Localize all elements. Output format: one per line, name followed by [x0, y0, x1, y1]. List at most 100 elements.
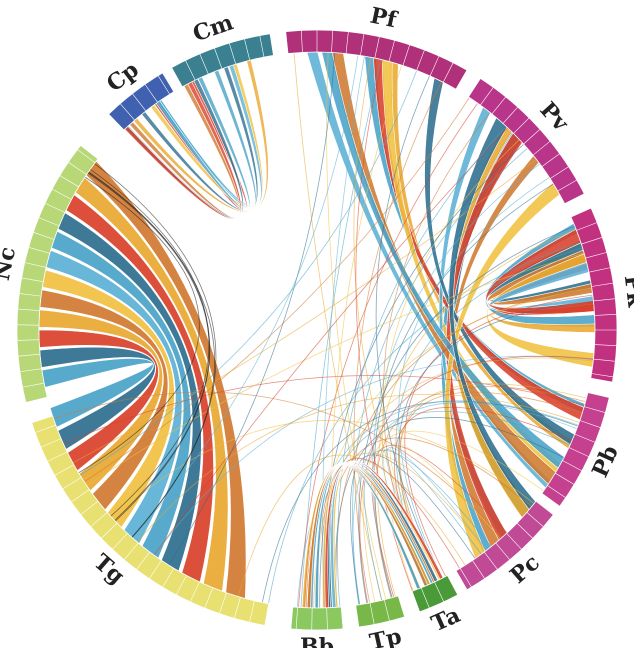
segment-tick	[491, 96, 507, 115]
segment-tick	[576, 222, 598, 231]
segment-arc-tg	[31, 415, 270, 626]
segment-tick	[594, 313, 617, 316]
segment-tick	[570, 207, 592, 218]
segment-arc-pk	[570, 207, 618, 383]
segment-tick	[416, 49, 425, 71]
segment-tick	[51, 188, 72, 200]
segment-tick	[434, 581, 445, 603]
segment-tick	[22, 382, 45, 388]
segment-tick	[17, 308, 40, 311]
segment-tick	[285, 31, 289, 54]
segment-tick	[420, 587, 430, 609]
segment-tick	[62, 477, 82, 490]
chord-thread	[136, 393, 580, 543]
segment-tick	[54, 464, 75, 476]
segment-tick	[588, 267, 611, 273]
segment-tick	[162, 568, 175, 588]
chord-thread	[83, 97, 470, 483]
chord-thread	[398, 177, 550, 579]
segment-tick	[355, 605, 360, 628]
segment-tick	[44, 202, 66, 213]
segment-tick	[185, 60, 196, 81]
segment-tick	[579, 420, 601, 428]
segment-tick	[584, 406, 606, 413]
segment-tick	[506, 533, 522, 550]
segment-tick	[68, 161, 87, 175]
segment-label-tp: Tp	[367, 623, 404, 648]
segment-tick	[108, 113, 125, 131]
segment-tick	[360, 33, 365, 56]
segment-tick	[264, 603, 270, 626]
segment-arc-pb	[541, 392, 610, 507]
segment-label-ta: Ta	[428, 602, 465, 637]
chord-thread	[362, 430, 544, 603]
segment-tick	[189, 581, 200, 603]
segment-tick	[249, 600, 255, 623]
chord-thread	[381, 139, 520, 591]
segment-arcs	[16, 29, 618, 631]
segment-tick	[345, 31, 349, 54]
segment-tick	[459, 568, 472, 588]
segment-tick	[214, 47, 223, 69]
chord-thread	[358, 225, 576, 604]
segment-tick	[513, 117, 530, 134]
segment-tick	[402, 44, 410, 66]
chord-thread	[79, 70, 418, 476]
chord-thread	[261, 400, 578, 603]
segment-tick	[33, 232, 55, 240]
chord-thread	[375, 75, 442, 579]
segment-tick	[300, 30, 303, 53]
segment-tick	[564, 193, 585, 205]
segment-tick	[40, 438, 62, 448]
chord-thread	[132, 54, 359, 539]
segment-tick	[123, 542, 139, 561]
chord-thread-dark	[78, 176, 200, 474]
segment-tick	[374, 36, 380, 59]
segment-tick	[136, 551, 150, 570]
chord-thread	[372, 163, 541, 599]
segment-tick	[523, 129, 541, 145]
segment-tick	[38, 217, 60, 227]
segment-tick	[21, 277, 44, 283]
chord-thread	[168, 52, 336, 566]
segment-tick	[397, 595, 405, 617]
chord-thread	[376, 229, 577, 597]
segment-arc-ta	[411, 574, 459, 613]
segment-tick	[119, 103, 135, 121]
segment-tick	[532, 140, 551, 156]
chord-ribbons	[38, 51, 596, 609]
chord-thread	[399, 391, 583, 581]
segment-tick	[59, 175, 79, 188]
segment-tick	[112, 533, 128, 550]
segment-tick	[383, 599, 390, 622]
segment-tick	[468, 78, 481, 98]
chord-ribbon-nc-tg	[38, 309, 163, 492]
segment-tick	[591, 373, 614, 378]
segment-label-pk: Pk	[619, 274, 634, 309]
chord-thread	[337, 126, 507, 608]
segment-tick	[132, 93, 147, 112]
segment-tick	[199, 53, 209, 75]
segment-tick	[526, 512, 544, 528]
chord-thread	[86, 252, 585, 487]
segment-label-cm: Cm	[190, 9, 237, 47]
chord-thread-dark	[87, 172, 210, 521]
segment-tick	[480, 87, 494, 106]
chord-thread	[63, 375, 585, 445]
chord-thread	[352, 148, 528, 605]
segment-tick	[19, 293, 42, 297]
segment-arc-nc	[16, 144, 99, 404]
segment-tick	[47, 451, 68, 462]
chord-thread	[53, 391, 503, 538]
segment-tick	[455, 70, 468, 90]
segment-label-bb: Bb	[300, 634, 334, 648]
segment-arc-cm	[171, 33, 274, 88]
chord-thread	[373, 183, 554, 598]
segment-tick	[148, 560, 162, 579]
segment-tick	[557, 179, 577, 192]
segment-tick	[547, 485, 566, 499]
segment-label-nc: Nc	[0, 245, 21, 283]
chord-thread	[296, 400, 579, 608]
chord-thread	[321, 56, 365, 608]
